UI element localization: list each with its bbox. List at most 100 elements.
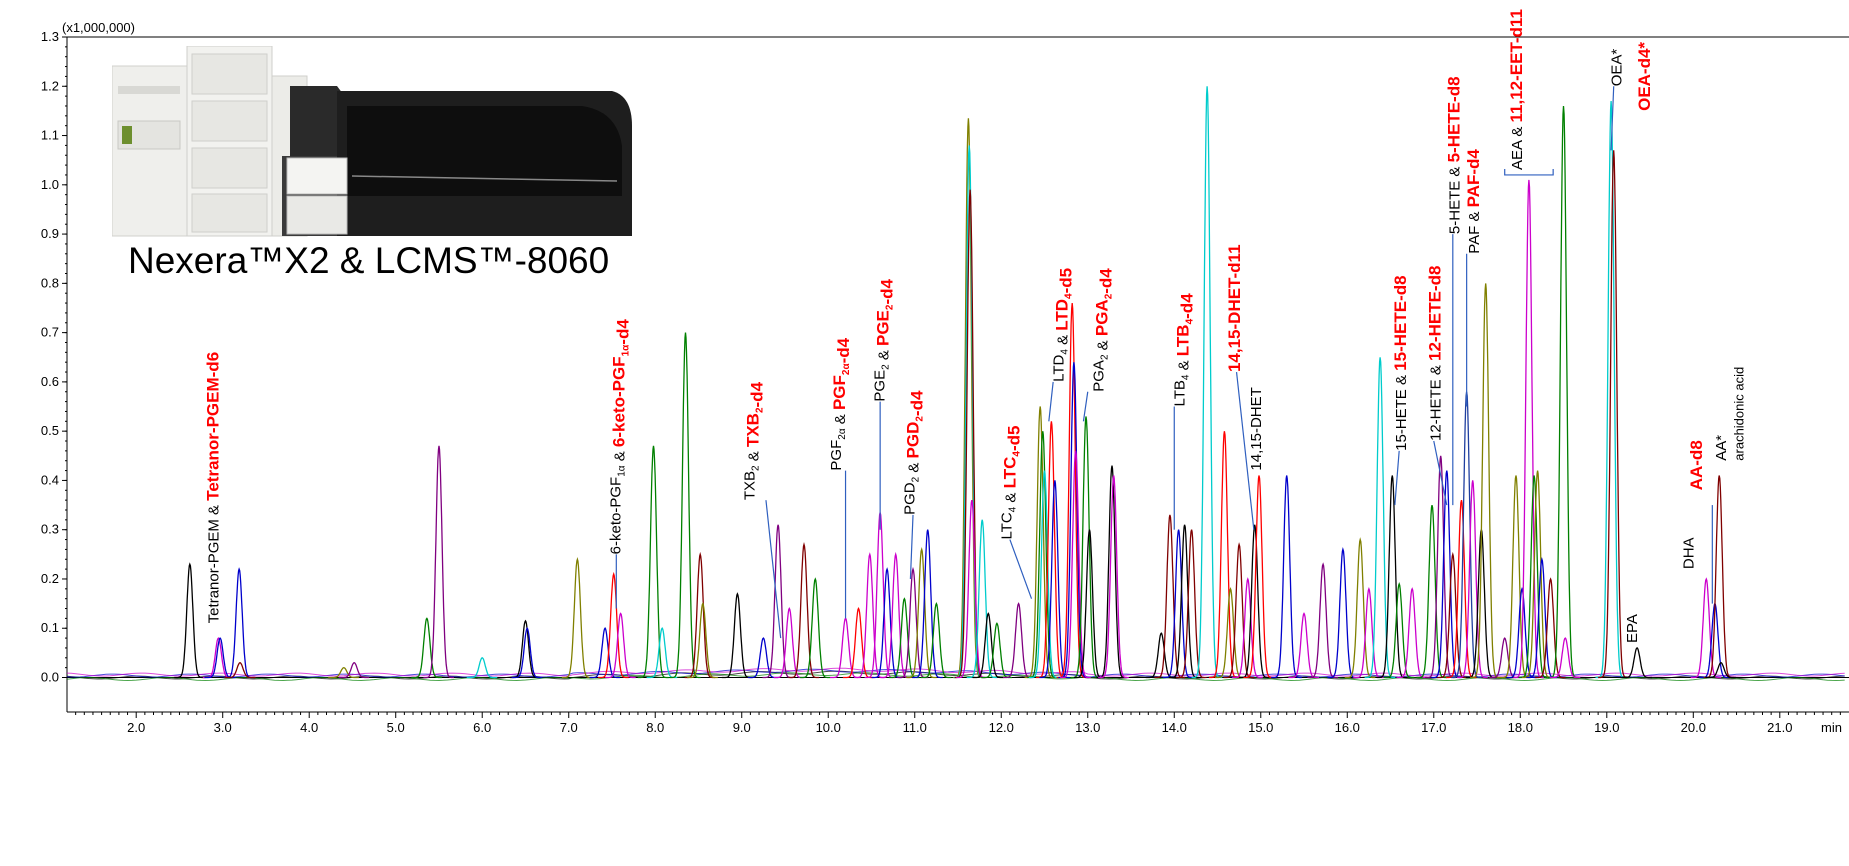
- chromatogram-peak: [605, 612, 636, 679]
- peak-label-part: &: [1176, 356, 1193, 374]
- peak-label: arachidonic acid: [1731, 367, 1746, 461]
- leader-line: [1433, 440, 1448, 506]
- chromatogram-peak: [1003, 602, 1034, 679]
- y-tick-label: 0.4: [41, 472, 59, 487]
- x-tick-label: 14.0: [1162, 720, 1187, 735]
- peak-label-part: 4: [1064, 293, 1075, 299]
- chromatogram-peak: [956, 499, 987, 679]
- y-multiplier-label: (x1,000,000): [62, 20, 135, 35]
- peak-label-part: Tetranor-PGEM &: [205, 501, 222, 624]
- chromatogram-peak: [1548, 105, 1579, 679]
- chromatogram-peak: [1208, 431, 1240, 679]
- leader-line: [1009, 539, 1033, 599]
- chromatogram-peak: [1056, 303, 1088, 679]
- chromatogram-peak: [466, 657, 498, 679]
- chromatogram-peak: [773, 607, 805, 679]
- x-tick-label: 6.0: [473, 720, 491, 735]
- peak-label-part: EPA: [1624, 614, 1641, 643]
- peak-label-part: OEA-d4*: [1635, 42, 1654, 111]
- instrument-image: [112, 46, 632, 237]
- peak-label-part: PGF: [830, 375, 849, 410]
- peak-label-part: 1α: [621, 344, 632, 357]
- chromatogram-peak: [1028, 470, 1060, 679]
- peak-label: PAF & PAF-d4: [1464, 149, 1483, 254]
- y-tick-label: 0.8: [41, 275, 59, 290]
- chromatogram-peak: [1621, 647, 1653, 679]
- baseline-noise-traces: [66, 667, 1845, 682]
- peak-label-part: -d4: [908, 390, 927, 416]
- chromatogram-peak: [1271, 475, 1302, 679]
- peak-label: AA*: [1713, 435, 1730, 461]
- peak-label-part: 2: [1099, 354, 1110, 360]
- peak-label-part: 4: [1181, 374, 1192, 380]
- x-tick-label: 7.0: [560, 720, 578, 735]
- peak-label-part: PGE: [871, 370, 888, 402]
- peak-label-part: PGA: [1092, 299, 1111, 336]
- chromatogram-peak: [328, 667, 359, 679]
- chromatogram-peak: [338, 661, 370, 679]
- peak-label-part: LTD: [1053, 299, 1072, 331]
- y-tick-label: 1.0: [41, 177, 59, 192]
- chromatogram-peaks: [174, 86, 1736, 679]
- chromatogram-peak: [799, 577, 831, 679]
- chromatogram-peak: [762, 524, 794, 679]
- x-tick-label: 19.0: [1594, 720, 1619, 735]
- peak-label-part: 5-HETE-d8: [1445, 76, 1464, 162]
- x-tick-label: 21.0: [1767, 720, 1792, 735]
- chromatogram-peak: [1288, 612, 1320, 679]
- peak-label-part: 2: [751, 465, 762, 471]
- x-tick-label: 3.0: [214, 720, 232, 735]
- chromatogram-peak: [598, 571, 629, 679]
- peak-label-part: 2: [755, 407, 766, 413]
- peak-label-part: 4: [1185, 318, 1196, 324]
- chromatogram-peak: [509, 619, 541, 679]
- chromatogram-peak: [871, 567, 903, 679]
- peak-label-part: LTC: [1001, 457, 1020, 489]
- chromatogram-peak: [1535, 577, 1566, 679]
- x-tick-label: 18.0: [1508, 720, 1533, 735]
- peak-label-part: LTC: [999, 512, 1016, 539]
- peak-label-part: &: [1094, 336, 1111, 354]
- peak-label-part: PGD: [904, 422, 923, 459]
- y-tick-label: 0.9: [41, 226, 59, 241]
- peak-label: AA-d8: [1687, 440, 1706, 490]
- chromatogram-peak: [1060, 450, 1091, 679]
- chromatogram-peak: [1598, 150, 1629, 679]
- peak-label-part: 4: [1012, 451, 1023, 457]
- chromatogram-peak: [687, 602, 718, 679]
- chromatogram-peak: [637, 445, 669, 679]
- inset-caption: Nexera™X2 & LCMS™-8060: [128, 240, 610, 281]
- chromatogram-peak: [952, 118, 984, 679]
- x-tick-label: 15.0: [1248, 720, 1273, 735]
- peak-label: PGD2 & PGD2-d4: [902, 390, 927, 515]
- x-tick-label: 8.0: [646, 720, 664, 735]
- chromatogram-peak: [1232, 577, 1263, 679]
- x-tick-label: 2.0: [127, 720, 145, 735]
- chromatogram-peak: [1058, 362, 1089, 679]
- chromatogram-peak: [972, 612, 1004, 679]
- chromatogram-peak: [1690, 577, 1722, 679]
- peak-label-part: Tetranor-PGEM-d6: [203, 352, 222, 501]
- chromatogram-peak: [589, 627, 621, 679]
- leader-line: [765, 500, 782, 639]
- peak-label-part: &: [832, 410, 849, 428]
- chromatogram-peak: [721, 592, 753, 679]
- chromatogram-peak: [854, 552, 885, 679]
- peak-label-part: AA-d8: [1687, 440, 1706, 490]
- chromatogram-peak: [906, 547, 937, 679]
- peak-label: PGE2 & PGE2-d4: [871, 278, 896, 401]
- peak-label: Tetranor-PGEM & Tetranor-PGEM-d6: [203, 352, 222, 623]
- chromatogram-peak: [842, 607, 874, 679]
- peak-label-part: 14,15-DHET-d11: [1225, 244, 1244, 372]
- peak-label-part: 1α: [617, 465, 628, 477]
- peak-label-part: 2α: [841, 363, 852, 376]
- peak-label-part: arachidonic acid: [1731, 367, 1746, 461]
- peak-label-part: DHA: [1680, 537, 1697, 569]
- x-tick-label: 17.0: [1421, 720, 1446, 735]
- peak-label-part: 2: [884, 304, 895, 310]
- peak-label: 14,15-DHET-d11: [1225, 244, 1244, 372]
- peak-label-part: &: [746, 447, 763, 465]
- chromatogram-peak: [411, 617, 442, 679]
- x-tick-label: 12.0: [989, 720, 1014, 735]
